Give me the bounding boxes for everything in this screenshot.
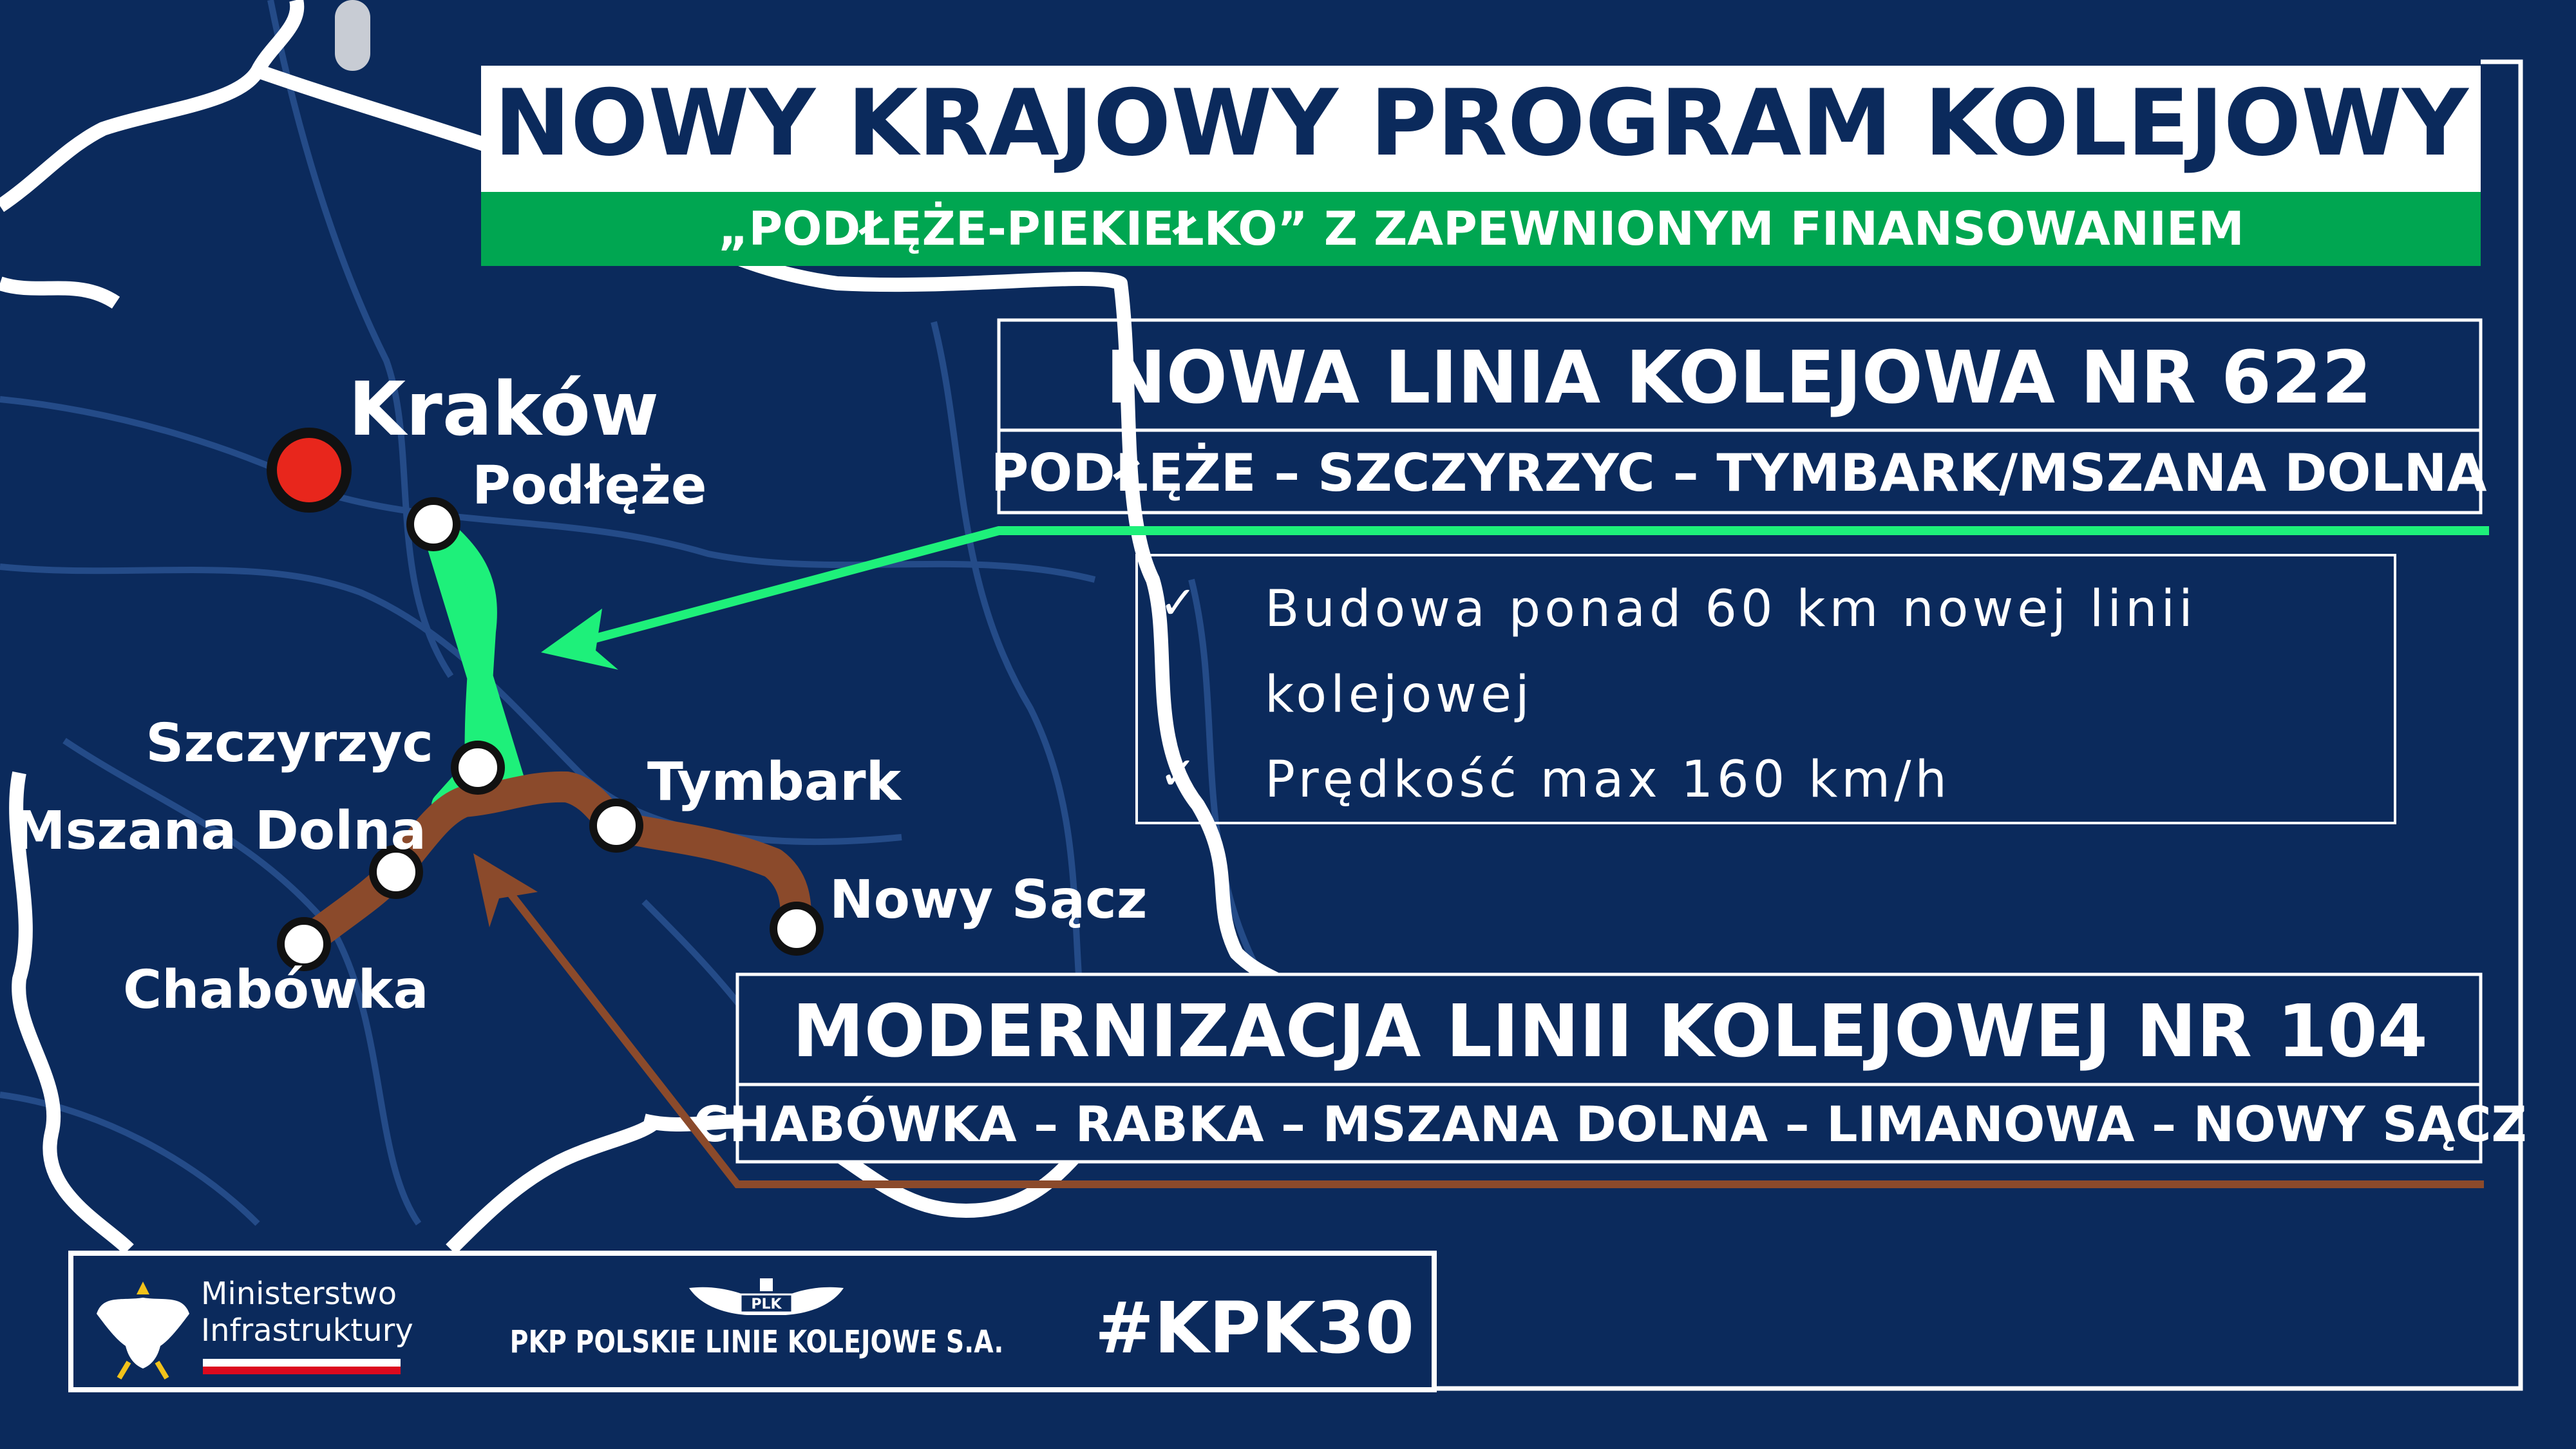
subtitle: „PODŁĘŻE-PIEKIEŁKO” Z ZAPEWNIONYM FINANS… — [718, 202, 2244, 256]
flag-white — [203, 1359, 401, 1367]
arrowhead — [541, 609, 618, 670]
line622-title: NOWA LINIA KOLEJOWA NR 622 — [1106, 336, 2372, 420]
outer-frame — [1434, 59, 2523, 1391]
city-label-szczyrzyc: Szczyrzyc — [146, 713, 433, 774]
station-nowy-sacz — [770, 902, 824, 956]
line622-box — [997, 318, 2483, 515]
station-mszana-dolna — [369, 845, 423, 899]
station-podleze — [406, 497, 460, 551]
city-label-krakow: Kraków — [348, 366, 659, 453]
station-szczyrzyc — [451, 741, 505, 795]
city-marker-krakow — [267, 428, 352, 513]
check-icon: ✓ — [1159, 747, 1197, 800]
map-marker-top — [335, 0, 370, 71]
line104-box — [735, 972, 2483, 1164]
city-label-nowy-sacz: Nowy Sącz — [829, 869, 1147, 931]
check-icon: ✓ — [1159, 576, 1197, 629]
ministry-name-line1: Ministerstwo — [201, 1276, 397, 1312]
hashtag: #KPK30 — [1095, 1287, 1414, 1369]
flag-red — [203, 1367, 401, 1374]
city-label-chabowka: Chabówka — [123, 960, 429, 1021]
city-label-tymbark: Tymbark — [647, 752, 903, 813]
fact-text: Budowa ponad 60 km nowej linii — [1265, 580, 2197, 638]
line622-route: PODŁĘŻE – SZCZYRZYC – TYMBARK/MSZANA DOL… — [991, 442, 2487, 503]
plk-logo-text: PLK — [751, 1296, 782, 1312]
fact-text: Prędkość max 160 km/h — [1265, 751, 1951, 809]
arrowhead — [473, 853, 538, 927]
stations — [277, 497, 824, 971]
line622-facts-box — [1135, 554, 2396, 824]
city-label-mszana-dolna: Mszana Dolna — [13, 800, 426, 862]
eagle-emblem-icon — [97, 1282, 189, 1380]
station-chabowka — [277, 917, 331, 971]
plk-logo-icon: PLK — [689, 1278, 844, 1315]
ministry-name-line2: Infrastruktury — [201, 1312, 413, 1349]
fact-text: kolejowej — [1265, 666, 1533, 724]
city-label-podleze: Podłęże — [472, 455, 707, 516]
line104-callout — [496, 876, 2484, 1188]
line104-route: CHABÓWKA – RABKA – MSZANA DOLNA – LIMANO… — [693, 1095, 2526, 1153]
subtitle-bar — [481, 192, 2481, 266]
line622-callout — [565, 526, 2489, 650]
title-box — [481, 66, 2481, 192]
plk-name: PKP POLSKIE LINIE KOLEJOWE S.A. — [510, 1324, 1004, 1360]
station-tymbark — [589, 799, 643, 853]
line104-title: MODERNIZACJA LINII KOLEJOWEJ NR 104 — [792, 990, 2428, 1074]
page-title: NOWY KRAJOWY PROGRAM KOLEJOWY — [494, 70, 2470, 176]
